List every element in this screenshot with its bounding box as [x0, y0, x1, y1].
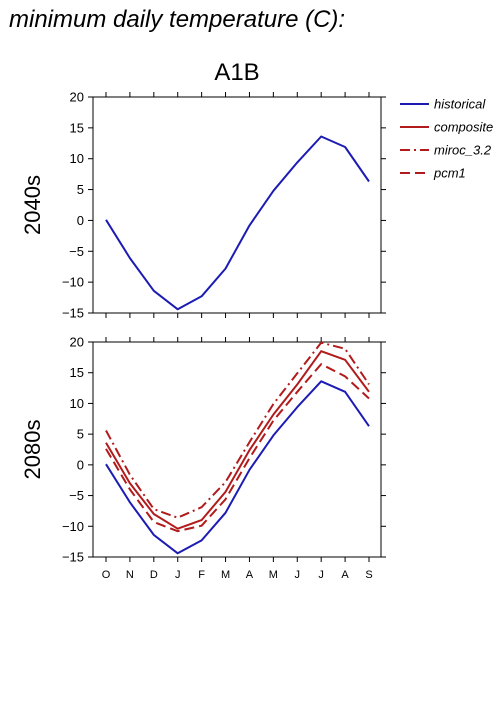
y-tick-label: 0 — [77, 457, 84, 472]
page-title: minimum daily temperature (C): — [9, 6, 346, 33]
plot-frame — [92, 96, 382, 314]
series-line-historical — [105, 135, 370, 311]
y-axis-label: 2040s — [20, 175, 45, 235]
plot-frame — [92, 341, 382, 558]
y-tick-label: 5 — [77, 427, 84, 442]
y-tick-label: −5 — [69, 488, 84, 503]
x-tick-label: N — [126, 569, 134, 581]
y-tick-label: 5 — [77, 182, 84, 197]
x-tick-label: J — [295, 569, 301, 581]
y-tick-label: −15 — [62, 306, 84, 321]
y-tick-label: 10 — [70, 396, 84, 411]
y-tick-label: 20 — [70, 335, 84, 350]
legend-label: composite — [434, 120, 493, 135]
x-tick-label: M — [269, 569, 278, 581]
y-tick-label: −10 — [62, 519, 84, 534]
legend-label: miroc_3.2 — [434, 143, 492, 158]
x-tick-label: O — [102, 569, 111, 581]
series-line-composite — [105, 350, 370, 530]
y-tick-label: 15 — [70, 120, 84, 135]
series-line-miroc-3-2 — [105, 341, 370, 519]
y-tick-label: −10 — [62, 275, 84, 290]
legend-label: pcm1 — [433, 166, 466, 181]
y-axis-label: 2080s — [20, 420, 45, 480]
x-tick-label: A — [341, 569, 349, 581]
y-tick-label: −5 — [69, 244, 84, 259]
x-tick-label: J — [175, 569, 181, 581]
x-tick-label: M — [221, 569, 230, 581]
series-line-pcm1 — [105, 363, 370, 533]
y-tick-label: 20 — [70, 90, 84, 105]
y-tick-label: −15 — [62, 550, 84, 565]
y-tick-label: 15 — [70, 365, 84, 380]
legend-label: historical — [434, 97, 486, 112]
series-line-historical — [105, 380, 370, 555]
x-tick-label: F — [198, 569, 205, 581]
y-tick-label: 10 — [70, 151, 84, 166]
chart-title: A1B — [214, 59, 259, 86]
x-tick-label: S — [365, 569, 372, 581]
y-tick-label: 0 — [77, 213, 84, 228]
x-tick-label: J — [318, 569, 324, 581]
x-tick-label: A — [246, 569, 254, 581]
x-tick-label: D — [150, 569, 158, 581]
